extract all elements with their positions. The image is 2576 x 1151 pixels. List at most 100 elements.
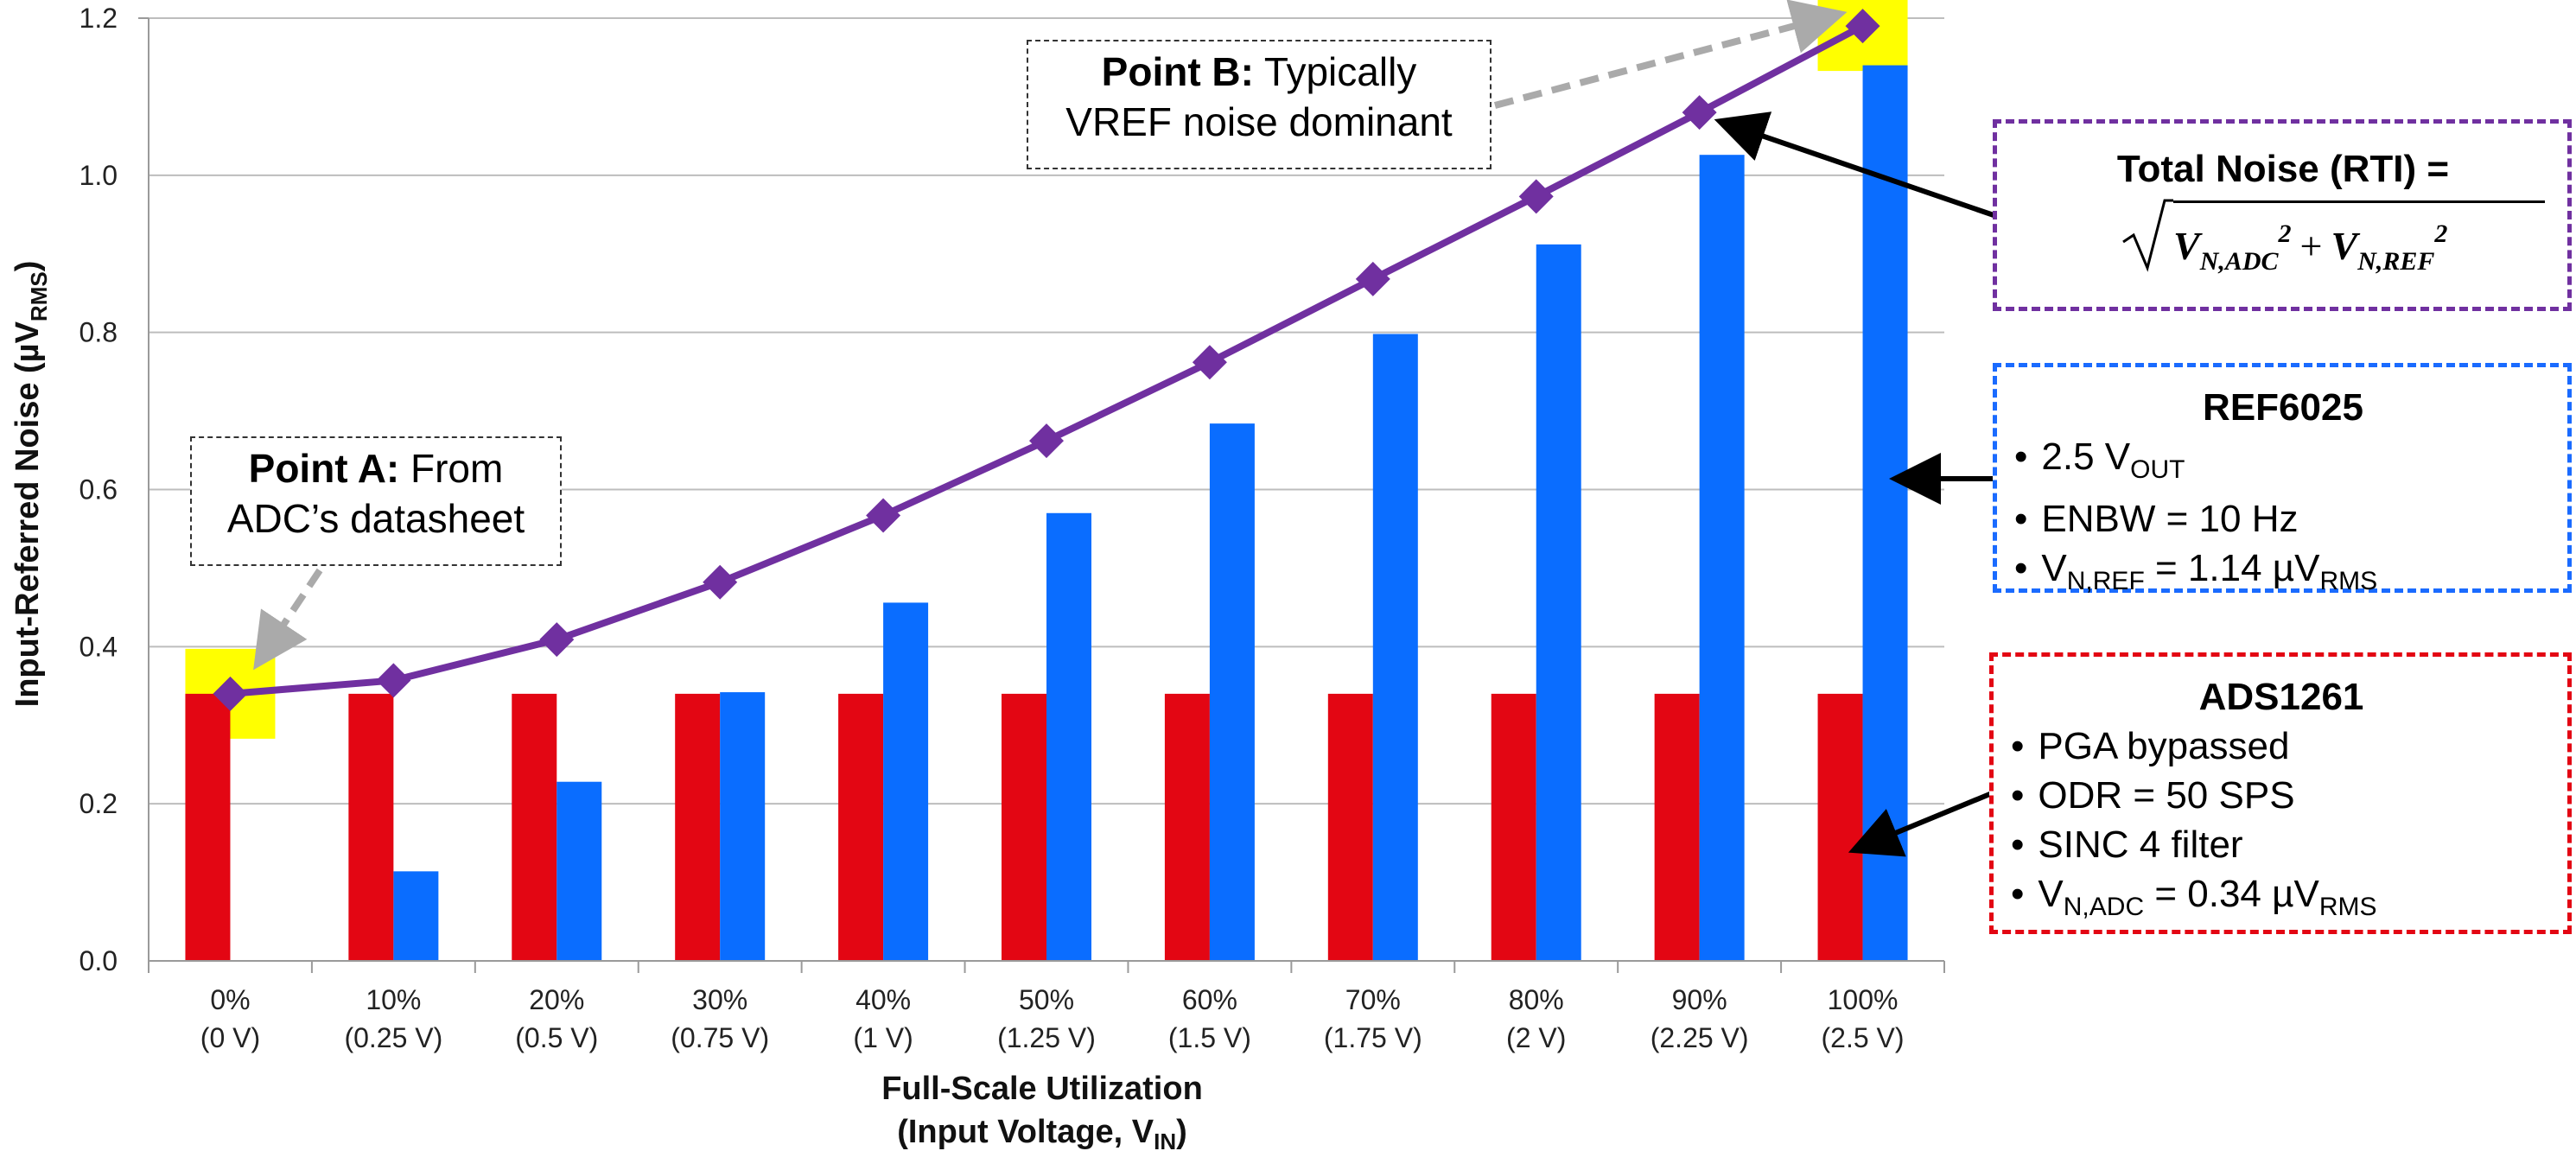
total-noise-point <box>1029 423 1064 459</box>
total-noise-arrow <box>1714 111 1997 219</box>
x-tick-labels: 0% (0 V) 10% (0.25 V) 20% (0.5 V) 30% (0.75 V) 4… <box>200 984 1905 1053</box>
y-tick-label: 0.6 <box>80 474 118 506</box>
total-noise-point <box>1192 345 1227 380</box>
y-tick-label: 0.8 <box>80 317 118 348</box>
ref-item-vout: 2.5 VOUT <box>2014 432 2552 494</box>
x-tick-label: 10% <box>366 984 421 1015</box>
x-tick-label: 0% <box>210 984 250 1015</box>
x-tick-label: 90% <box>1672 984 1727 1015</box>
adc-noise-bar <box>1164 693 1210 961</box>
total-noise-point <box>1845 9 1880 44</box>
point-b-text: Typically <box>1253 49 1417 94</box>
x-tick-label: 80% <box>1509 984 1564 1015</box>
ref-noise-bar <box>1699 155 1745 961</box>
x-tick-label: 70% <box>1345 984 1401 1015</box>
total-noise-point <box>376 663 411 698</box>
ref-noise-bar <box>1046 512 1091 961</box>
adc-noise-bar <box>512 693 557 961</box>
y-axis-title: Input-Referred Noise (µVRMS) <box>10 261 52 708</box>
point-b-callout: Point B: Typically VREF noise dominant <box>1027 40 1492 169</box>
total-noise-point <box>213 676 248 711</box>
ref-item-enbw: ENBW = 10 Hz <box>2014 494 2552 544</box>
ref-noise-bar <box>1862 65 1908 961</box>
x-tick-sublabel: (0 V) <box>200 1022 260 1053</box>
x-tick-label: 50% <box>1019 984 1074 1015</box>
ref-item-noise: VN,REF = 1.14 µVRMS <box>2014 544 2552 606</box>
total-noise-title: Total Noise (RTI) = <box>2116 148 2450 190</box>
point-a-bold: Point A: <box>248 446 400 491</box>
point-a-text: From <box>399 446 504 491</box>
ref-noise-bar <box>720 692 766 961</box>
formula-plus: + <box>2299 224 2323 268</box>
x-tick-label: 100% <box>1828 984 1899 1015</box>
ref-noise-bar <box>393 871 439 961</box>
formula-term1: V <box>2173 224 2200 268</box>
adc-noise-bar <box>1491 693 1536 961</box>
ref-noise-bar <box>1209 423 1255 961</box>
adc-arrow <box>1848 791 1994 857</box>
y-tick-label: 0.0 <box>80 945 118 976</box>
axes <box>138 17 1945 973</box>
point-b-arrow <box>1493 0 1848 109</box>
ref-noise-bar <box>1536 244 1581 962</box>
x-axis-title-line1: Full-Scale Utilization <box>881 1071 1203 1107</box>
x-tick-label: 30% <box>692 984 747 1015</box>
x-tick-sublabel: (2.5 V) <box>1822 1022 1905 1053</box>
adc-noise-bar <box>1654 693 1700 961</box>
x-tick-sublabel: (1.5 V) <box>1168 1022 1251 1053</box>
point-a-arrow <box>253 568 323 671</box>
ref-noise-bar <box>557 781 602 961</box>
adc-box: ADS1261 PGA bypassed ODR = 50 SPS SINC 4… <box>1989 652 2572 934</box>
total-noise-point <box>703 564 738 600</box>
point-b-bold: Point B: <box>1101 49 1254 94</box>
x-tick-label: 20% <box>529 984 584 1015</box>
y-tick-label: 0.4 <box>80 631 118 662</box>
y-tick-label: 1.2 <box>80 3 118 34</box>
x-axis-title-line2: (Input Voltage, VIN) <box>897 1114 1187 1151</box>
ref-title: REF6025 <box>2203 386 2363 429</box>
x-tick-sublabel: (0.25 V) <box>344 1022 442 1053</box>
x-tick-label: 40% <box>855 984 911 1015</box>
x-tick-sublabel: (0.75 V) <box>671 1022 769 1053</box>
adc-item-noise: VN,ADC = 0.34 µVRMS <box>2011 869 2552 932</box>
total-noise-formula: VN,ADC2 + VN,REF2 <box>2014 199 2552 276</box>
total-noise-point <box>1355 261 1390 296</box>
y-tick-label: 0.2 <box>80 788 118 819</box>
adc-noise-bar <box>838 693 884 961</box>
total-noise-point <box>866 498 901 533</box>
total-noise-line <box>213 9 1880 711</box>
total-noise-point <box>1518 179 1554 214</box>
adc-title: ADS1261 <box>2198 676 2364 718</box>
point-a-callout: Point A: From ADC’s datasheet <box>190 436 562 566</box>
x-tick-sublabel: (0.5 V) <box>515 1022 598 1053</box>
x-tick-sublabel: (2.25 V) <box>1651 1022 1749 1053</box>
adc-noise-bar <box>1327 693 1373 961</box>
point-b-line2: VREF noise dominant <box>1065 99 1453 144</box>
formula-term2: V <box>2331 224 2358 268</box>
adc-noise-bar <box>675 693 721 961</box>
bars <box>185 65 1908 962</box>
formula-term1-sup: 2 <box>2278 219 2292 248</box>
ref-noise-bar <box>1372 334 1418 961</box>
x-tick-sublabel: (2 V) <box>1506 1022 1566 1053</box>
sqrt-icon <box>2122 199 2173 272</box>
adc-noise-bar <box>185 693 231 961</box>
adc-item-odr: ODR = 50 SPS <box>2011 771 2552 820</box>
x-tick-label: 60% <box>1182 984 1237 1015</box>
formula-term1-sub: N,ADC <box>2199 247 2279 276</box>
total-noise-point <box>1682 95 1717 130</box>
total-noise-box: Total Noise (RTI) = VN,ADC2 + VN,REF2 <box>1993 119 2572 311</box>
y-tick-label: 1.0 <box>80 160 118 191</box>
ref-box: REF6025 2.5 VOUT ENBW = 10 Hz VN,REF = 1… <box>1993 363 2572 595</box>
x-tick-sublabel: (1 V) <box>853 1022 913 1053</box>
point-a-line2: ADC’s datasheet <box>226 496 525 541</box>
adc-item-filter: SINC 4 filter <box>2011 820 2552 869</box>
adc-noise-bar <box>348 693 394 961</box>
x-tick-sublabel: (1.25 V) <box>997 1022 1096 1053</box>
adc-noise-bar <box>1002 693 1046 961</box>
total-noise-point <box>539 622 575 658</box>
formula-term2-sub: N,REF <box>2357 247 2435 276</box>
y-tick-labels: 0.0 0.2 0.4 0.6 0.8 1.0 1.2 <box>80 3 118 976</box>
adc-noise-bar <box>1817 693 1863 961</box>
